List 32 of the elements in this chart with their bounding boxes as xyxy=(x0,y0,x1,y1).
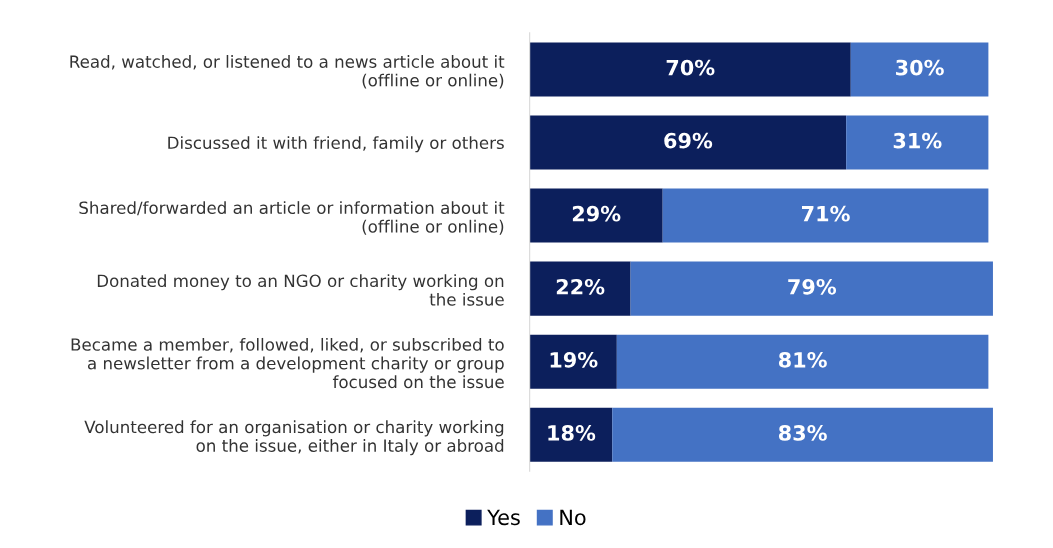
bar xyxy=(846,115,989,170)
y-tick-label: Volunteered for an organisation or charity working on the issue, either in Italy or abroad xyxy=(84,420,504,456)
data-label: 69% xyxy=(664,132,713,149)
data-label: 79% xyxy=(788,278,837,295)
data-label: 22% xyxy=(556,278,605,295)
bar xyxy=(529,334,617,389)
data-label: 18% xyxy=(548,425,596,441)
bar xyxy=(529,188,663,243)
bar xyxy=(529,261,631,316)
data-label: 70% xyxy=(666,59,715,76)
data-label: 71% xyxy=(802,205,850,222)
bar xyxy=(662,188,989,243)
bar xyxy=(529,42,851,97)
y-tick-label: Read, watched, or listened to a news article about it (offline or online) xyxy=(70,55,505,89)
y-tick-label: Donated money to an NGO or charity working on the issue xyxy=(97,274,504,306)
data-label: 83% xyxy=(778,425,827,441)
data-label: 19% xyxy=(550,351,598,368)
y-tick-label: Shared/forwarded an article or information about it (offline or online) xyxy=(79,201,505,235)
bar xyxy=(612,407,993,462)
bar xyxy=(630,261,993,316)
bar xyxy=(616,334,989,389)
data-label: 81% xyxy=(778,351,827,368)
bar xyxy=(529,115,847,170)
legend-label: Yes xyxy=(487,509,520,526)
y-tick-label: Became a member, followed, liked, or subscribed to a newsletter from a development charity or group focused on the issue xyxy=(71,337,504,389)
bar xyxy=(850,42,989,97)
data-label: 29% xyxy=(572,205,621,222)
y-tick-label: Discussed it with friend, family or others xyxy=(168,136,504,153)
bar xyxy=(529,407,613,462)
data-label: 31% xyxy=(893,132,942,149)
data-label: 30% xyxy=(896,59,944,76)
legend-label: No xyxy=(560,509,586,526)
